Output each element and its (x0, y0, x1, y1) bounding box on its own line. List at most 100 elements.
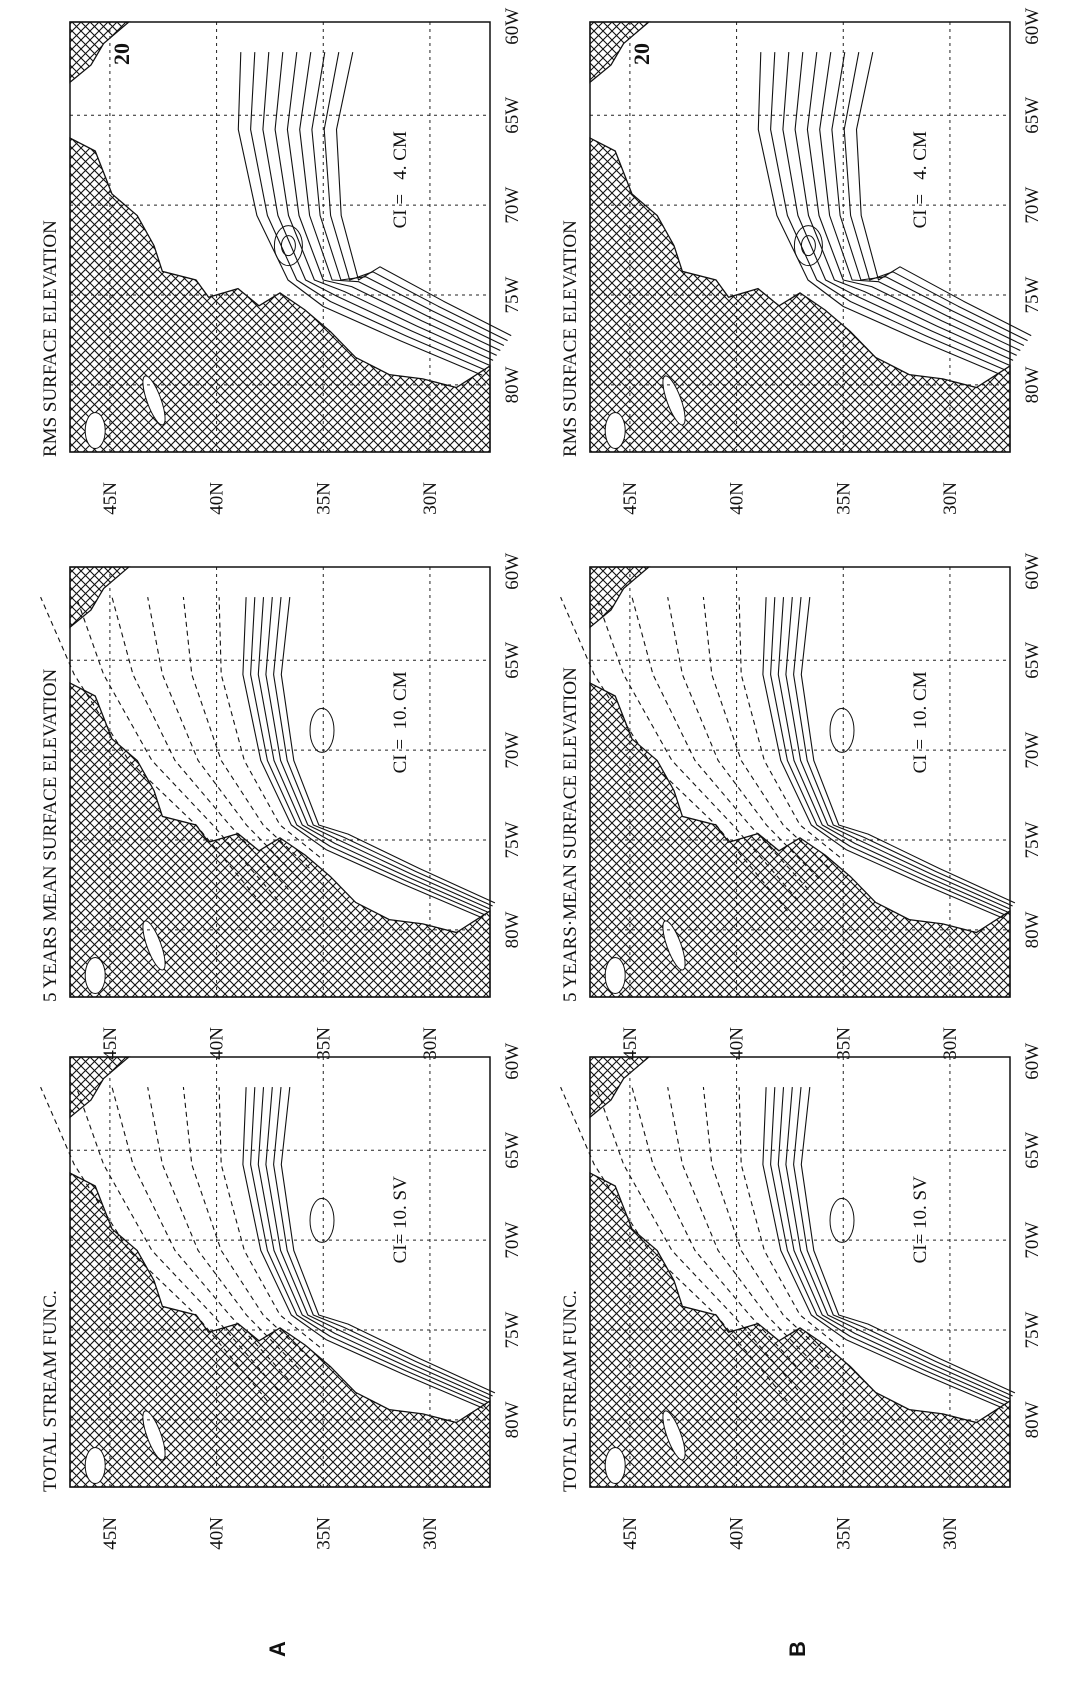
lon-label: 70W (1022, 187, 1043, 224)
contour (280, 1087, 496, 1394)
lat-label: 40N (207, 1517, 228, 1550)
map-panel: 5 YEARS MEAN SURFACE ELEVATION 45N 40N 35N 3… (40, 553, 523, 1060)
contour (250, 597, 487, 916)
contour (855, 51, 1032, 337)
contour (843, 51, 1028, 342)
lat-label: 35N (313, 482, 334, 515)
panel-title: RMS SURFACE ELEVATION (560, 220, 581, 457)
panel-title: 5 YEARS MEAN SURFACE ELEVATION (40, 668, 61, 1002)
contour (280, 597, 496, 904)
lon-label: 80W (502, 366, 523, 403)
contour (250, 1087, 487, 1406)
contour (819, 52, 1021, 351)
lat-label: 45N (620, 482, 641, 515)
contour (757, 52, 1003, 376)
lat-label: 35N (313, 1027, 334, 1060)
contour-dashed (631, 1086, 809, 1380)
lon-label: 80W (1022, 911, 1043, 948)
eddy (829, 707, 855, 753)
contour (785, 597, 1011, 910)
lat-label: 30N (940, 1517, 961, 1550)
contour-dashed (111, 1086, 289, 1380)
lon-label: 65W (1022, 642, 1043, 679)
lon-label: 75W (1022, 822, 1043, 859)
panel-title: TOTAL STREAM FUNC. (40, 1290, 61, 1492)
contour (242, 1087, 484, 1409)
lon-label: 65W (502, 642, 523, 679)
contour (770, 52, 1007, 371)
contour-interval: CI = 10. CM (910, 671, 931, 773)
contour-dashed (182, 597, 310, 869)
map-frame (69, 21, 491, 453)
contour (242, 597, 484, 919)
contour (274, 52, 494, 361)
row-label: B (785, 1641, 810, 1657)
eddy (280, 235, 296, 257)
lat-label: 30N (940, 482, 961, 515)
lat-label: 35N (833, 482, 854, 515)
contour-dashed (667, 1086, 820, 1370)
land (589, 1056, 651, 1119)
contour-dashed (75, 596, 279, 901)
land (69, 566, 131, 629)
contour (237, 52, 483, 376)
contour-dashed (40, 596, 268, 912)
lake (142, 1410, 166, 1461)
contour (793, 597, 1013, 907)
lat-label: 35N (313, 1517, 334, 1550)
lon-label: 70W (502, 732, 523, 769)
lon-label: 60W (1022, 8, 1043, 45)
lat-label: 40N (727, 1027, 748, 1060)
lake (604, 412, 626, 449)
lake (142, 375, 166, 426)
lake (84, 1447, 106, 1484)
eddy (309, 707, 335, 753)
contour (265, 1087, 491, 1400)
contour (782, 52, 1010, 366)
panel-title: TOTAL STREAM FUNC. (560, 1290, 581, 1492)
contour-dashed (111, 596, 289, 890)
contour-dashed (147, 1086, 300, 1370)
lat-label: 40N (727, 1517, 748, 1550)
contour-dashed (40, 1086, 268, 1402)
contour (777, 1087, 1009, 1403)
lat-label: 45N (620, 1027, 641, 1060)
contour (794, 52, 1014, 361)
contour-dashed (702, 597, 830, 869)
lat-label: 30N (420, 1517, 441, 1550)
lat-label: 35N (833, 1517, 854, 1550)
lon-label: 65W (502, 97, 523, 134)
lon-label: 75W (1022, 1312, 1043, 1349)
lake (604, 1447, 626, 1484)
contour (335, 51, 512, 337)
lat-label: 30N (420, 1027, 441, 1060)
eddy (273, 225, 303, 267)
lon-label: 65W (1022, 97, 1043, 134)
lat-label: 40N (207, 482, 228, 515)
contour-interval: CI= 10. SV (910, 1176, 931, 1264)
lake (662, 375, 686, 426)
land (69, 1056, 131, 1119)
lon-label: 80W (1022, 1401, 1043, 1438)
contour (265, 597, 491, 910)
contour (800, 1087, 1016, 1394)
lon-label: 75W (1022, 277, 1043, 314)
contour-interval: CI= 10. SV (390, 1176, 411, 1264)
contour (800, 597, 1016, 904)
contour-dashed (667, 596, 820, 880)
lon-label: 75W (502, 1312, 523, 1349)
land (589, 566, 651, 629)
lat-label: 40N (207, 1027, 228, 1060)
lon-label: 70W (502, 187, 523, 224)
contour (762, 597, 1004, 919)
contour (286, 52, 497, 356)
lake (662, 920, 686, 971)
lon-label: 80W (502, 1401, 523, 1438)
map-panel: RMS SURFACE ELEVATION 45N 40N 35N 30N 80W 75W 7… (40, 8, 523, 515)
contour (257, 597, 489, 913)
contour-dashed (75, 1086, 279, 1391)
lon-label: 60W (1022, 1043, 1043, 1080)
contour (273, 1087, 493, 1397)
lat-label: 45N (100, 1517, 121, 1550)
lake (84, 412, 106, 449)
